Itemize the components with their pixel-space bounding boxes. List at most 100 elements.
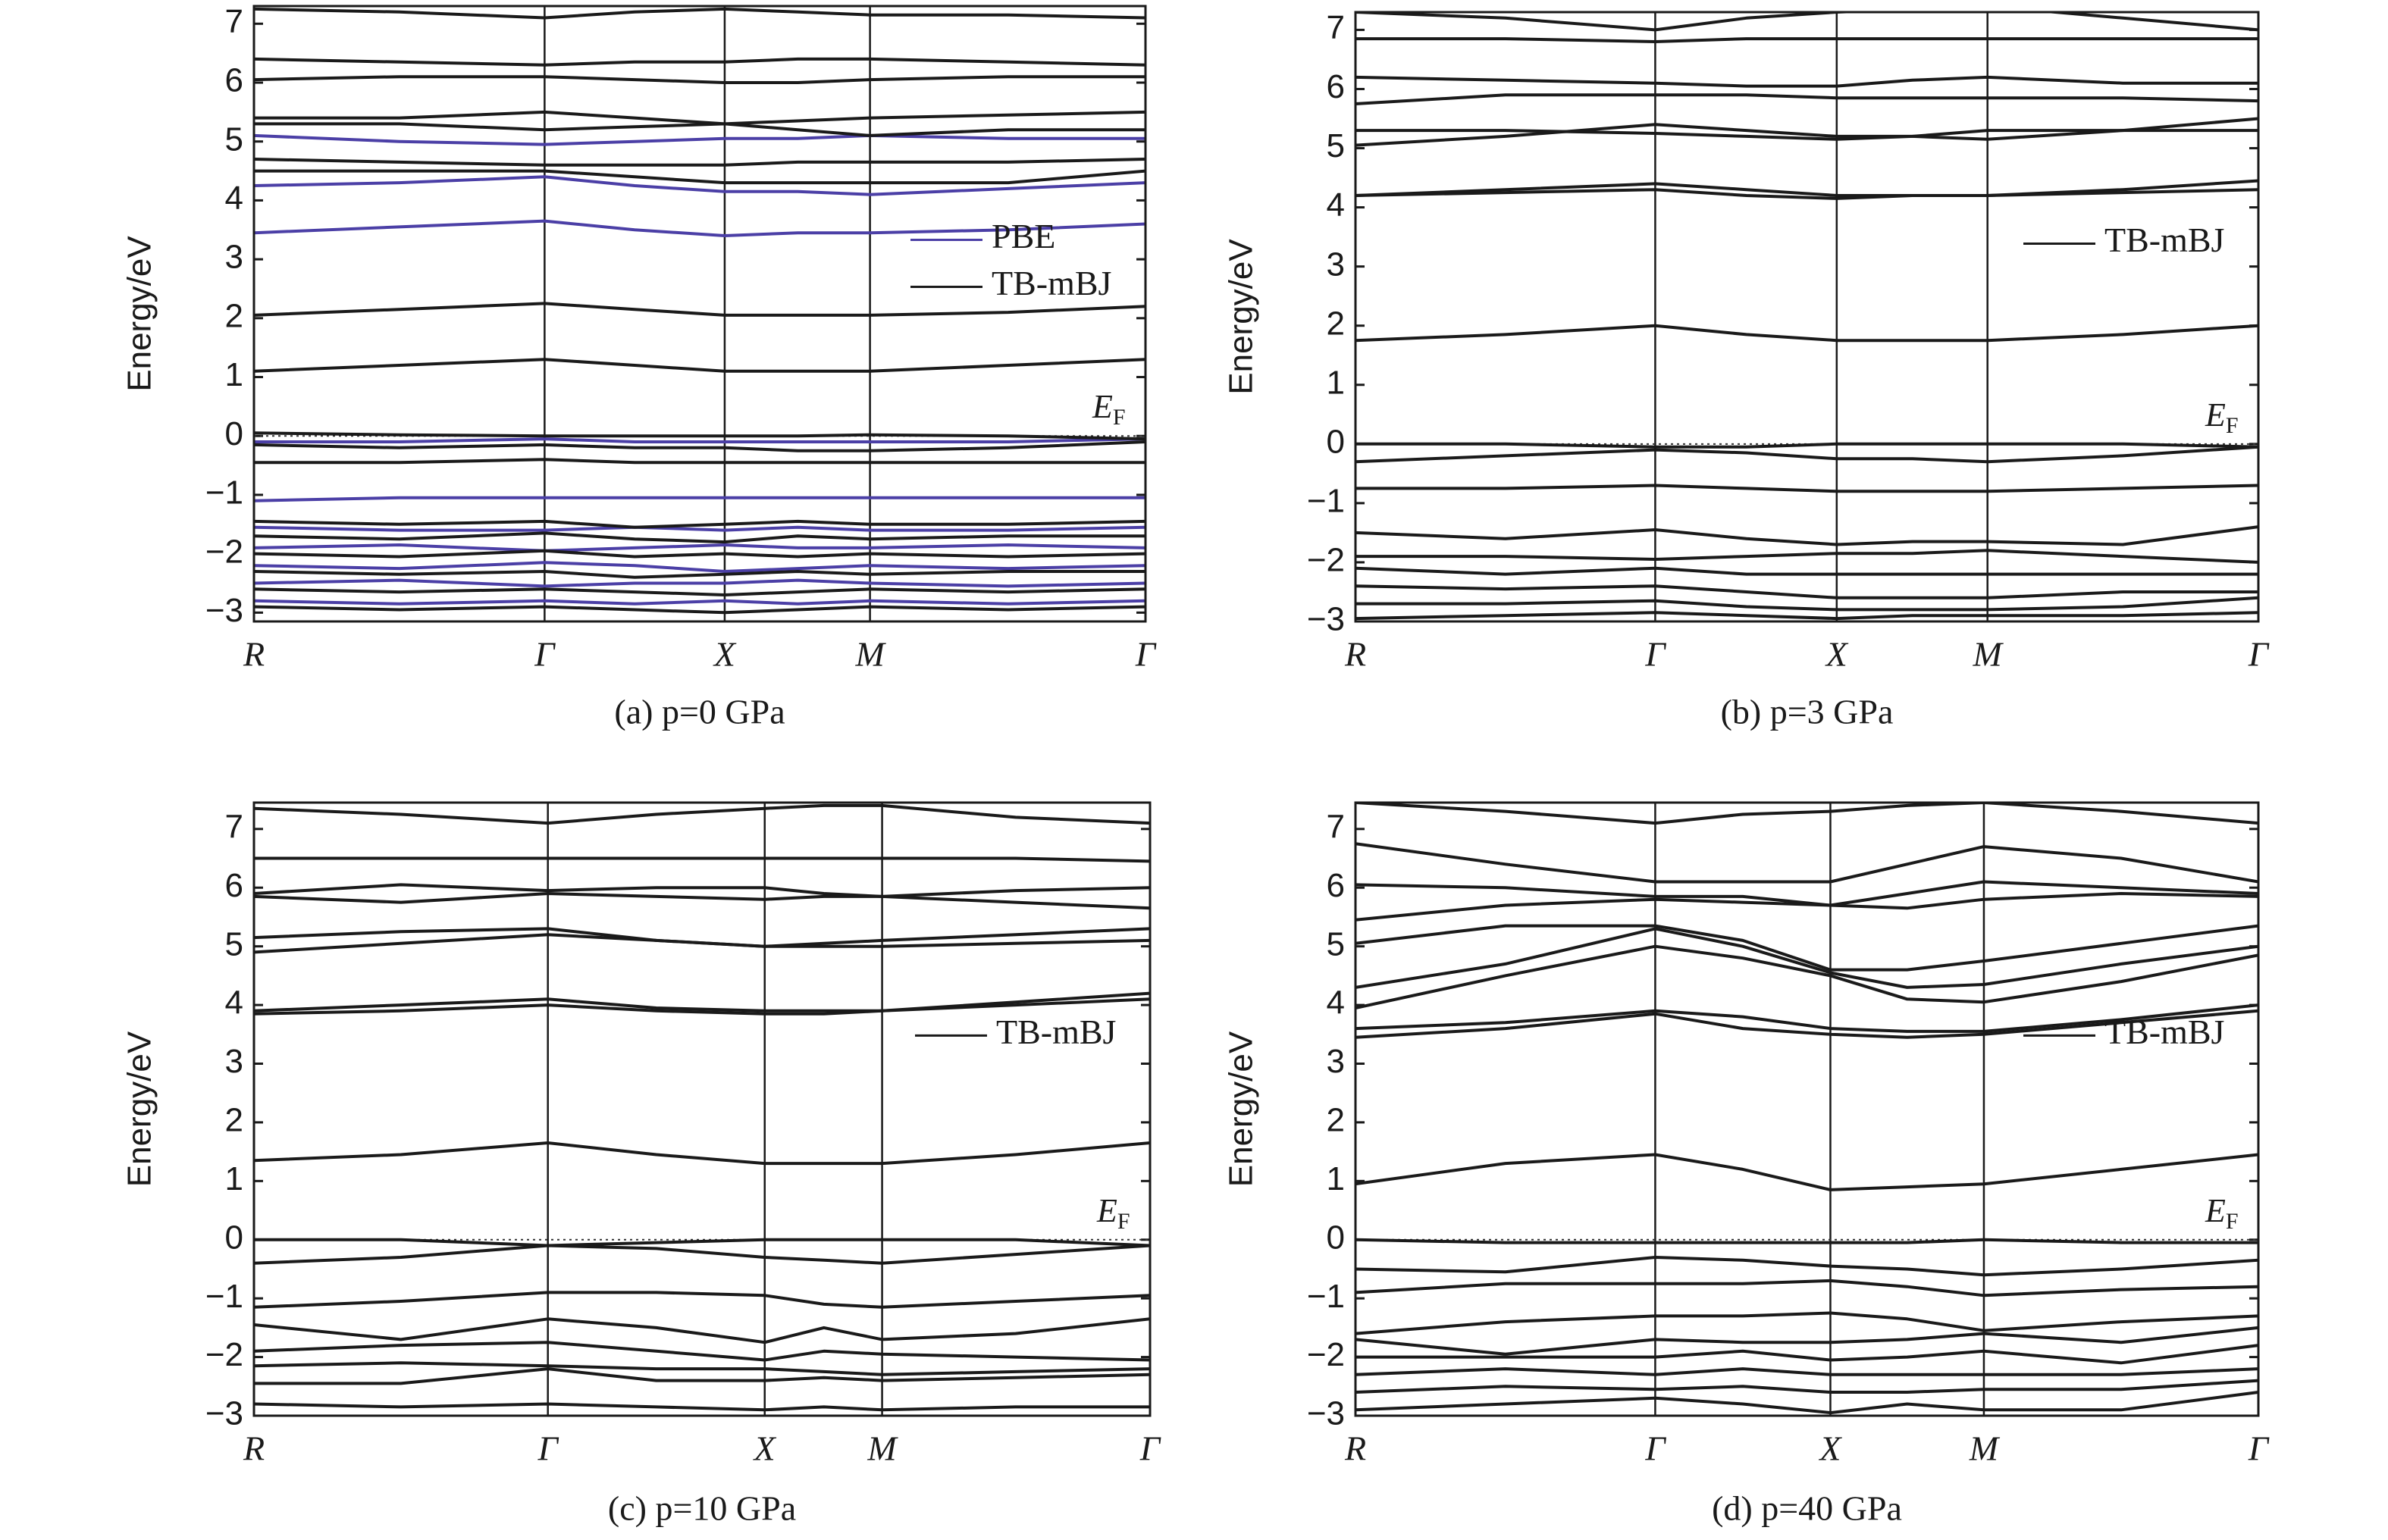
band <box>1355 1379 2258 1394</box>
fermi-label-sub: F <box>1113 405 1126 430</box>
x-tick-label: M <box>867 1429 898 1468</box>
y-tick-label: 4 <box>1327 186 1345 224</box>
plot-frame <box>1354 801 2260 1417</box>
band <box>254 440 1145 452</box>
fermi-label-sub: F <box>2226 1209 2239 1234</box>
band <box>254 1291 1150 1309</box>
band <box>1355 803 2258 825</box>
y-tick-label: 7 <box>1327 9 1345 46</box>
legend-label: TB-mBJ <box>2104 1013 2224 1051</box>
caption: (a) p=0 GPa <box>614 693 785 731</box>
plot-frame <box>252 801 1152 1417</box>
y-tick-label: 4 <box>225 180 243 217</box>
band <box>1355 611 2258 621</box>
band <box>254 525 1145 532</box>
y-tick-label: −2 <box>205 1336 243 1373</box>
bands <box>254 7 1145 615</box>
band <box>1355 1003 2258 1033</box>
band <box>254 531 1145 544</box>
band <box>1355 584 2258 599</box>
x-tick-label: R <box>243 1429 265 1468</box>
y-tick-label: −1 <box>205 474 243 512</box>
band <box>254 599 1145 606</box>
band <box>254 133 1145 146</box>
y-tick-label: −3 <box>1307 1395 1345 1432</box>
x-tick-label: Γ <box>2248 1429 2270 1468</box>
x-tick-label: M <box>1973 635 2004 674</box>
y-tick-label: 2 <box>225 297 243 334</box>
y-tick-label: 7 <box>225 3 243 40</box>
y-tick-label: 1 <box>1327 364 1345 401</box>
y-tick-label: 1 <box>225 356 243 393</box>
band <box>1355 944 2258 1009</box>
y-tick-label: 3 <box>1327 1043 1345 1080</box>
band <box>254 543 1145 552</box>
band <box>254 1141 1150 1166</box>
y-tick-label: −3 <box>205 592 243 629</box>
band <box>1355 484 2258 493</box>
band <box>254 1238 1150 1247</box>
band <box>254 1361 1150 1376</box>
band <box>1355 93 2258 105</box>
legend-label: PBE <box>992 217 1055 255</box>
band <box>254 933 1150 954</box>
panel: −3 −2 −1 0 1 2 3 4 5 6 7 R Γ X M Γ EF TB-mBJ Energy/eV (d) … <box>1223 801 2270 1528</box>
x-tick-label: R <box>243 635 265 674</box>
x-tick-label: M <box>854 635 886 674</box>
band <box>254 1341 1150 1362</box>
band <box>1355 1256 2258 1277</box>
y-tick-label: 4 <box>225 984 243 1022</box>
x-tick-label: Γ <box>1644 635 1666 674</box>
band <box>254 1367 1150 1385</box>
plot-frame <box>1354 11 2260 623</box>
x-tick-label: M <box>1969 1429 2001 1468</box>
band <box>254 1244 1150 1265</box>
panel: −3 −2 −1 0 1 2 3 4 5 6 7 R Γ X M Γ EF TB-mBJ Energy/eV (c) … <box>121 801 1161 1528</box>
band <box>254 358 1145 373</box>
y-axis-label: Energy/eV <box>121 236 158 392</box>
band <box>1355 1391 2258 1415</box>
y-tick-label: −1 <box>1307 483 1345 520</box>
band <box>254 883 1150 898</box>
y-tick-label: 0 <box>225 415 243 452</box>
band <box>1355 842 2258 884</box>
y-tick-label: −3 <box>205 1395 243 1432</box>
y-tick-label: 6 <box>1327 867 1345 904</box>
y-tick-label: 3 <box>1327 246 1345 283</box>
x-tick-label: Γ <box>537 1429 559 1468</box>
band <box>254 561 1145 573</box>
band <box>1355 1009 2258 1039</box>
band <box>1355 442 2258 449</box>
band <box>254 578 1145 588</box>
y-tick-label: 1 <box>1327 1160 1345 1197</box>
y-tick-label: 0 <box>1327 423 1345 460</box>
band <box>254 75 1145 84</box>
band <box>1355 1326 2258 1356</box>
band <box>254 496 1145 502</box>
y-tick-label: 1 <box>225 1160 243 1197</box>
band <box>1355 566 2258 576</box>
bands <box>1355 12 2258 621</box>
x-tick-label: R <box>1344 1429 1366 1468</box>
y-tick-label: 3 <box>225 239 243 276</box>
y-tick-label: 4 <box>1327 984 1345 1022</box>
x-tick-label: Γ <box>2248 635 2270 674</box>
band <box>1355 179 2258 197</box>
band <box>254 110 1145 126</box>
x-tick-label: Γ <box>534 635 556 674</box>
band <box>1355 324 2258 343</box>
fermi-label: EF <box>1096 1192 1130 1234</box>
band <box>1355 117 2258 147</box>
fermi-label: EF <box>2205 396 2239 438</box>
band <box>254 997 1150 1016</box>
band <box>254 549 1145 559</box>
band <box>1355 1238 2258 1244</box>
fermi-label-main: E <box>2205 396 2226 434</box>
y-tick-label: −2 <box>1307 542 1345 579</box>
band <box>254 437 1145 443</box>
y-tick-label: −2 <box>205 533 243 570</box>
y-tick-label: −2 <box>1307 1336 1345 1373</box>
caption: (d) p=40 GPa <box>1712 1489 1902 1528</box>
band <box>254 431 1145 441</box>
fermi-label: EF <box>1092 388 1126 430</box>
